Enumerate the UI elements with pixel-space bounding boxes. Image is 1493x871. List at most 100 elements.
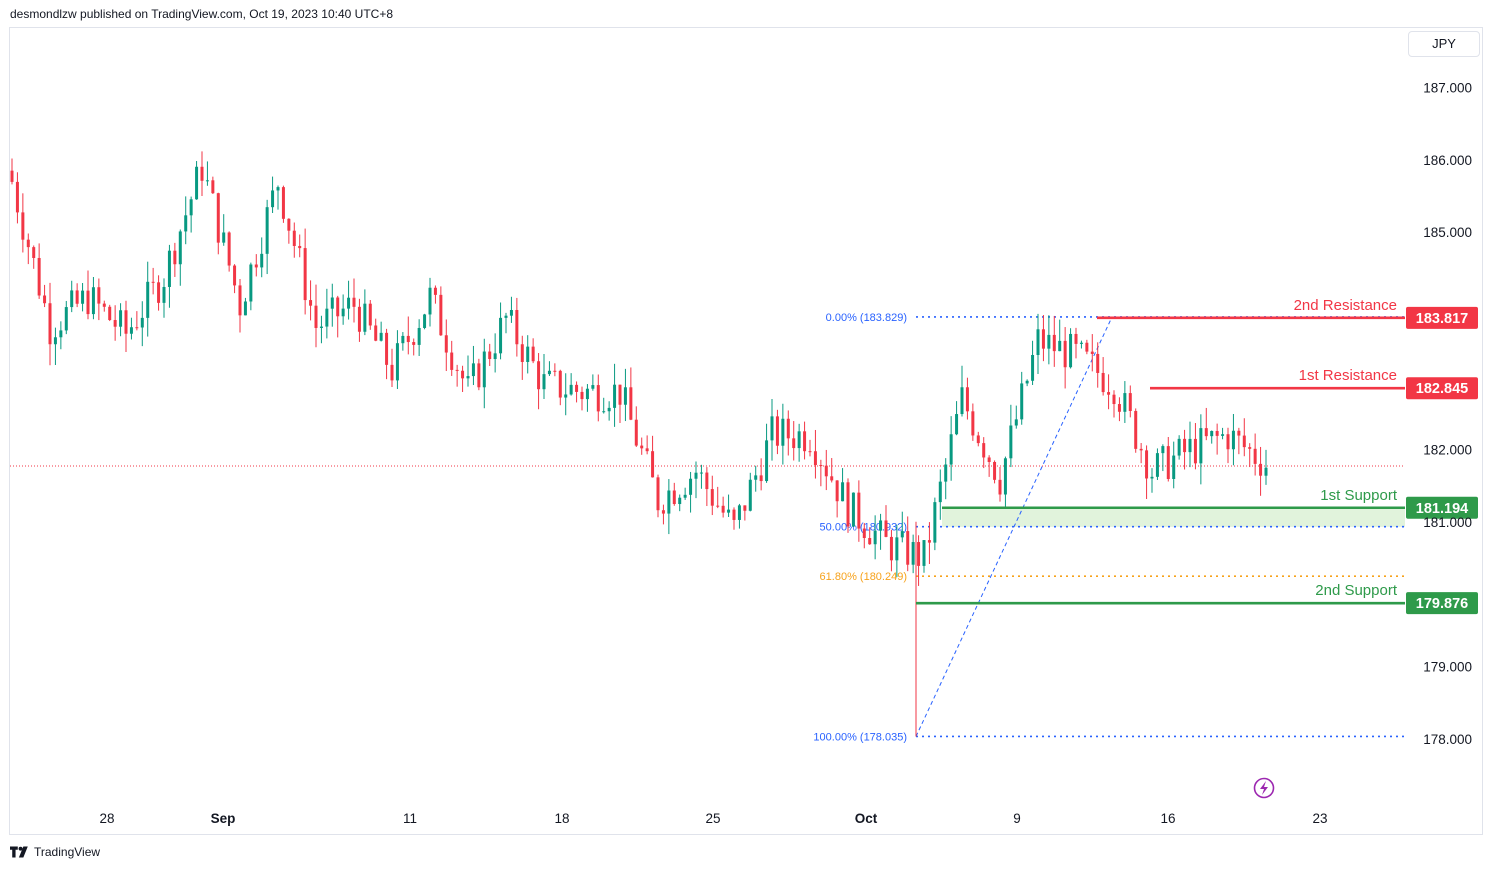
candle-body — [1112, 394, 1116, 405]
candle-body — [699, 472, 703, 474]
x-tick-label: 23 — [1312, 811, 1327, 826]
candle-body — [357, 306, 361, 332]
candle-body — [423, 314, 427, 328]
candle-body — [1047, 334, 1051, 349]
candle-body — [1199, 428, 1203, 464]
candle-body — [102, 303, 106, 307]
candle-body — [933, 502, 937, 543]
candle-body — [195, 166, 199, 200]
candle-body — [1210, 430, 1214, 437]
candle-body — [10, 170, 14, 182]
candle-body — [629, 387, 633, 420]
candle-body — [504, 315, 508, 318]
candle-body — [955, 414, 959, 435]
candle-body — [254, 264, 258, 268]
candle-body — [830, 476, 834, 481]
candle-body — [944, 464, 948, 482]
candle-body — [618, 384, 622, 405]
candle-body — [86, 290, 90, 315]
x-tick-label: Oct — [855, 811, 878, 826]
candle-body — [998, 479, 1002, 495]
candle-body — [211, 180, 215, 194]
candle-body — [645, 448, 649, 452]
candle-body — [200, 166, 204, 181]
candle-body — [1183, 438, 1187, 453]
candle-body — [917, 542, 921, 566]
level-price-label: 181.194 — [1416, 501, 1468, 517]
candle-body — [32, 247, 36, 258]
level-price-badge — [1406, 377, 1478, 400]
candle-body — [146, 281, 150, 318]
candle-body — [319, 326, 323, 328]
candle-body — [1058, 340, 1062, 352]
candle-body — [1096, 353, 1100, 373]
candle-body — [1117, 404, 1121, 412]
candle-body — [1020, 383, 1024, 420]
candle-body — [488, 351, 492, 360]
level-price-badge — [1406, 496, 1478, 519]
candle-body — [151, 281, 155, 283]
y-tick-label: 179.000 — [1423, 660, 1472, 675]
candle-body — [1221, 434, 1225, 436]
candle-body — [1009, 425, 1013, 459]
candle-body — [471, 363, 475, 377]
candle-body — [341, 308, 345, 317]
currency-selector[interactable]: JPY — [1408, 31, 1480, 57]
footer-brand[interactable]: TradingView — [10, 845, 100, 859]
y-tick-label: 185.000 — [1423, 225, 1472, 240]
candle-body — [173, 250, 177, 265]
candle-body — [1166, 446, 1170, 479]
lightning-icon[interactable] — [1253, 777, 1275, 799]
candle-body — [26, 239, 30, 248]
candle-body — [862, 528, 866, 539]
candle-body — [1242, 435, 1246, 448]
candle-body — [325, 308, 329, 327]
candle-body — [672, 490, 676, 505]
chart-pane[interactable] — [9, 27, 1483, 835]
candle-body — [260, 253, 264, 268]
candle-body — [607, 407, 611, 412]
candle-body — [585, 388, 589, 400]
candle-body — [841, 482, 845, 502]
candle-body — [395, 343, 399, 381]
fib-level-label: 100.00% (178.035) — [813, 731, 907, 743]
candle-body — [754, 475, 758, 480]
candle-body — [385, 332, 389, 365]
candle-body — [477, 363, 481, 388]
candle-body — [1172, 455, 1176, 479]
y-tick-label: 187.000 — [1423, 80, 1472, 95]
candle-body — [569, 384, 573, 395]
candle-body — [900, 531, 904, 538]
candle-body — [558, 370, 562, 398]
candle-body — [976, 435, 980, 444]
candle-body — [1079, 342, 1083, 344]
candle-body — [482, 351, 486, 388]
y-tick-label: 182.000 — [1423, 442, 1472, 457]
candle-body — [108, 306, 112, 321]
candle-body — [965, 387, 969, 412]
x-tick-label: 28 — [99, 811, 114, 826]
candle-body — [792, 438, 796, 449]
candle-body — [1014, 419, 1018, 426]
candle-body — [1177, 438, 1181, 456]
candle-body — [1259, 463, 1263, 476]
candle-body — [537, 361, 541, 390]
candle-body — [716, 505, 720, 507]
candle-body — [553, 370, 557, 372]
candle-body — [927, 540, 931, 543]
candle-body — [993, 461, 997, 480]
candle-body — [162, 286, 166, 303]
footer-brand-label: TradingView — [34, 845, 101, 859]
candle-body — [461, 370, 465, 379]
candle-body — [526, 346, 530, 362]
candle-body — [374, 325, 378, 341]
candle-body — [1248, 447, 1252, 449]
candle-body — [167, 250, 171, 287]
candle-body — [227, 232, 231, 266]
candle-body — [314, 305, 318, 328]
candle-body — [889, 536, 893, 561]
candle-body — [336, 297, 340, 317]
level-title: 2nd Support — [1315, 582, 1398, 599]
candle-body — [216, 193, 220, 243]
